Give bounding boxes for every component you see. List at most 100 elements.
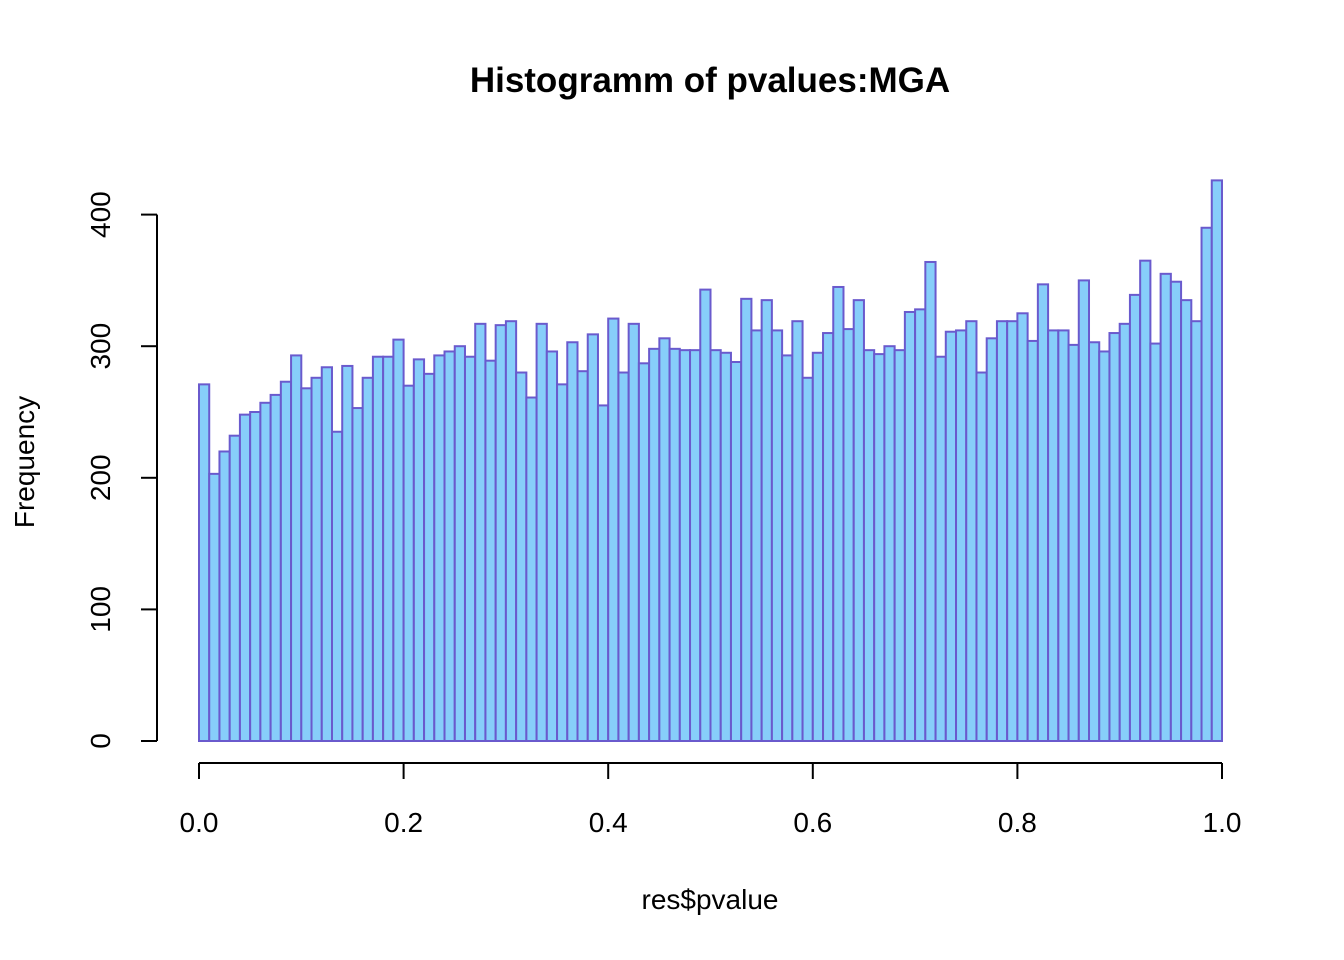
histogram-bar: [843, 329, 853, 741]
histogram-bar: [895, 350, 905, 741]
y-axis-label: Frequency: [9, 396, 40, 528]
x-axis-label: res$pvalue: [642, 884, 779, 915]
histogram-bar: [1069, 345, 1079, 741]
histogram-bar: [567, 342, 577, 741]
histogram-bar: [1048, 330, 1058, 741]
histogram-bar: [260, 403, 270, 741]
histogram-bar: [792, 321, 802, 741]
y-tick-label: 200: [85, 454, 116, 501]
histogram-bar: [1038, 284, 1048, 741]
histogram-bar: [690, 350, 700, 741]
y-tick-label: 100: [85, 586, 116, 633]
histogram-bar: [557, 384, 567, 741]
histogram-bar: [322, 367, 332, 741]
histogram-bar: [874, 354, 884, 741]
x-tick-label: 0.2: [384, 807, 423, 838]
histogram-bar: [312, 378, 322, 741]
histogram-bar: [1007, 321, 1017, 741]
histogram-bar: [465, 357, 475, 741]
histogram-bar: [455, 346, 465, 741]
histogram-bar: [598, 405, 608, 741]
x-tick-label: 0.0: [180, 807, 219, 838]
histogram-bar: [1120, 324, 1130, 741]
histogram-bar: [393, 340, 403, 741]
histogram-bar: [516, 373, 526, 741]
histogram-bar: [721, 353, 731, 741]
histogram-bar: [526, 398, 536, 741]
histogram-bar: [1202, 228, 1212, 741]
histogram-bar: [608, 319, 618, 741]
histogram-bar: [1140, 261, 1150, 741]
histogram-bar: [925, 262, 935, 741]
histogram-bar: [506, 321, 516, 741]
histogram-bar: [1079, 280, 1089, 741]
histogram-bar: [1099, 351, 1109, 741]
histogram-bar: [803, 378, 813, 741]
histogram-bar: [373, 357, 383, 741]
bars-group: [199, 180, 1222, 741]
histogram-bar: [680, 350, 690, 741]
histogram-bar: [578, 371, 588, 741]
histogram-bar: [281, 382, 291, 741]
y-tick-label: 400: [85, 191, 116, 238]
histogram-bar: [1130, 295, 1140, 741]
histogram-bar: [240, 415, 250, 741]
y-tick-label: 300: [85, 323, 116, 370]
histogram-bar: [731, 362, 741, 741]
histogram-bar: [271, 395, 281, 741]
histogram-bar: [976, 373, 986, 741]
histogram-bar: [445, 351, 455, 741]
histogram-bar: [751, 330, 761, 741]
histogram-bar: [537, 324, 547, 741]
histogram-bar: [291, 355, 301, 741]
x-tick-label: 0.4: [589, 807, 628, 838]
histogram-bar: [700, 290, 710, 741]
x-axis: 0.0 0.2 0.4 0.6 0.8 1.0: [180, 763, 1242, 838]
histogram-bar: [199, 384, 209, 741]
histogram-bar: [762, 300, 772, 741]
x-tick-label: 1.0: [1203, 807, 1242, 838]
histogram-bar: [1089, 342, 1099, 741]
histogram-bar: [404, 386, 414, 741]
histogram-bar: [884, 346, 894, 741]
histogram-bar: [250, 412, 260, 741]
histogram-bar: [1171, 282, 1181, 741]
y-axis: 0 100 200 300 400: [85, 191, 157, 749]
chart-title: Histogramm of pvalues:MGA: [470, 61, 950, 100]
histogram-bar: [905, 312, 915, 741]
histogram-bar: [782, 355, 792, 741]
histogram-bar: [383, 357, 393, 741]
histogram-bar: [342, 366, 352, 741]
histogram-bar: [864, 350, 874, 741]
histogram-bar: [629, 324, 639, 741]
histogram-bar: [741, 299, 751, 741]
histogram-bar: [659, 338, 669, 741]
histogram-bar: [301, 388, 311, 741]
histogram-bar: [230, 436, 240, 741]
histogram-bar: [966, 321, 976, 741]
histogram-bar: [946, 332, 956, 741]
histogram-bar: [987, 338, 997, 741]
histogram-bar: [649, 349, 659, 741]
histogram-bar: [496, 325, 506, 741]
histogram-bar: [209, 474, 219, 741]
histogram-bar: [1017, 313, 1027, 741]
histogram-bar: [854, 300, 864, 741]
histogram-bar: [618, 373, 628, 741]
histogram-bar: [833, 287, 843, 741]
histogram-bar: [588, 334, 598, 741]
histogram-bar: [997, 321, 1007, 741]
histogram-bar: [434, 355, 444, 741]
histogram-bar: [424, 374, 434, 741]
x-tick-label: 0.8: [998, 807, 1037, 838]
histogram-bar: [219, 451, 229, 741]
histogram-bar: [332, 432, 342, 741]
histogram-bar: [414, 359, 424, 741]
histogram-bar: [1181, 300, 1191, 741]
histogram-bar: [956, 330, 966, 741]
histogram-bar: [915, 309, 925, 741]
histogram-bar: [1109, 333, 1119, 741]
histogram-bar: [711, 350, 721, 741]
histogram-bar: [1161, 274, 1171, 741]
histogram-bar: [1150, 344, 1160, 741]
